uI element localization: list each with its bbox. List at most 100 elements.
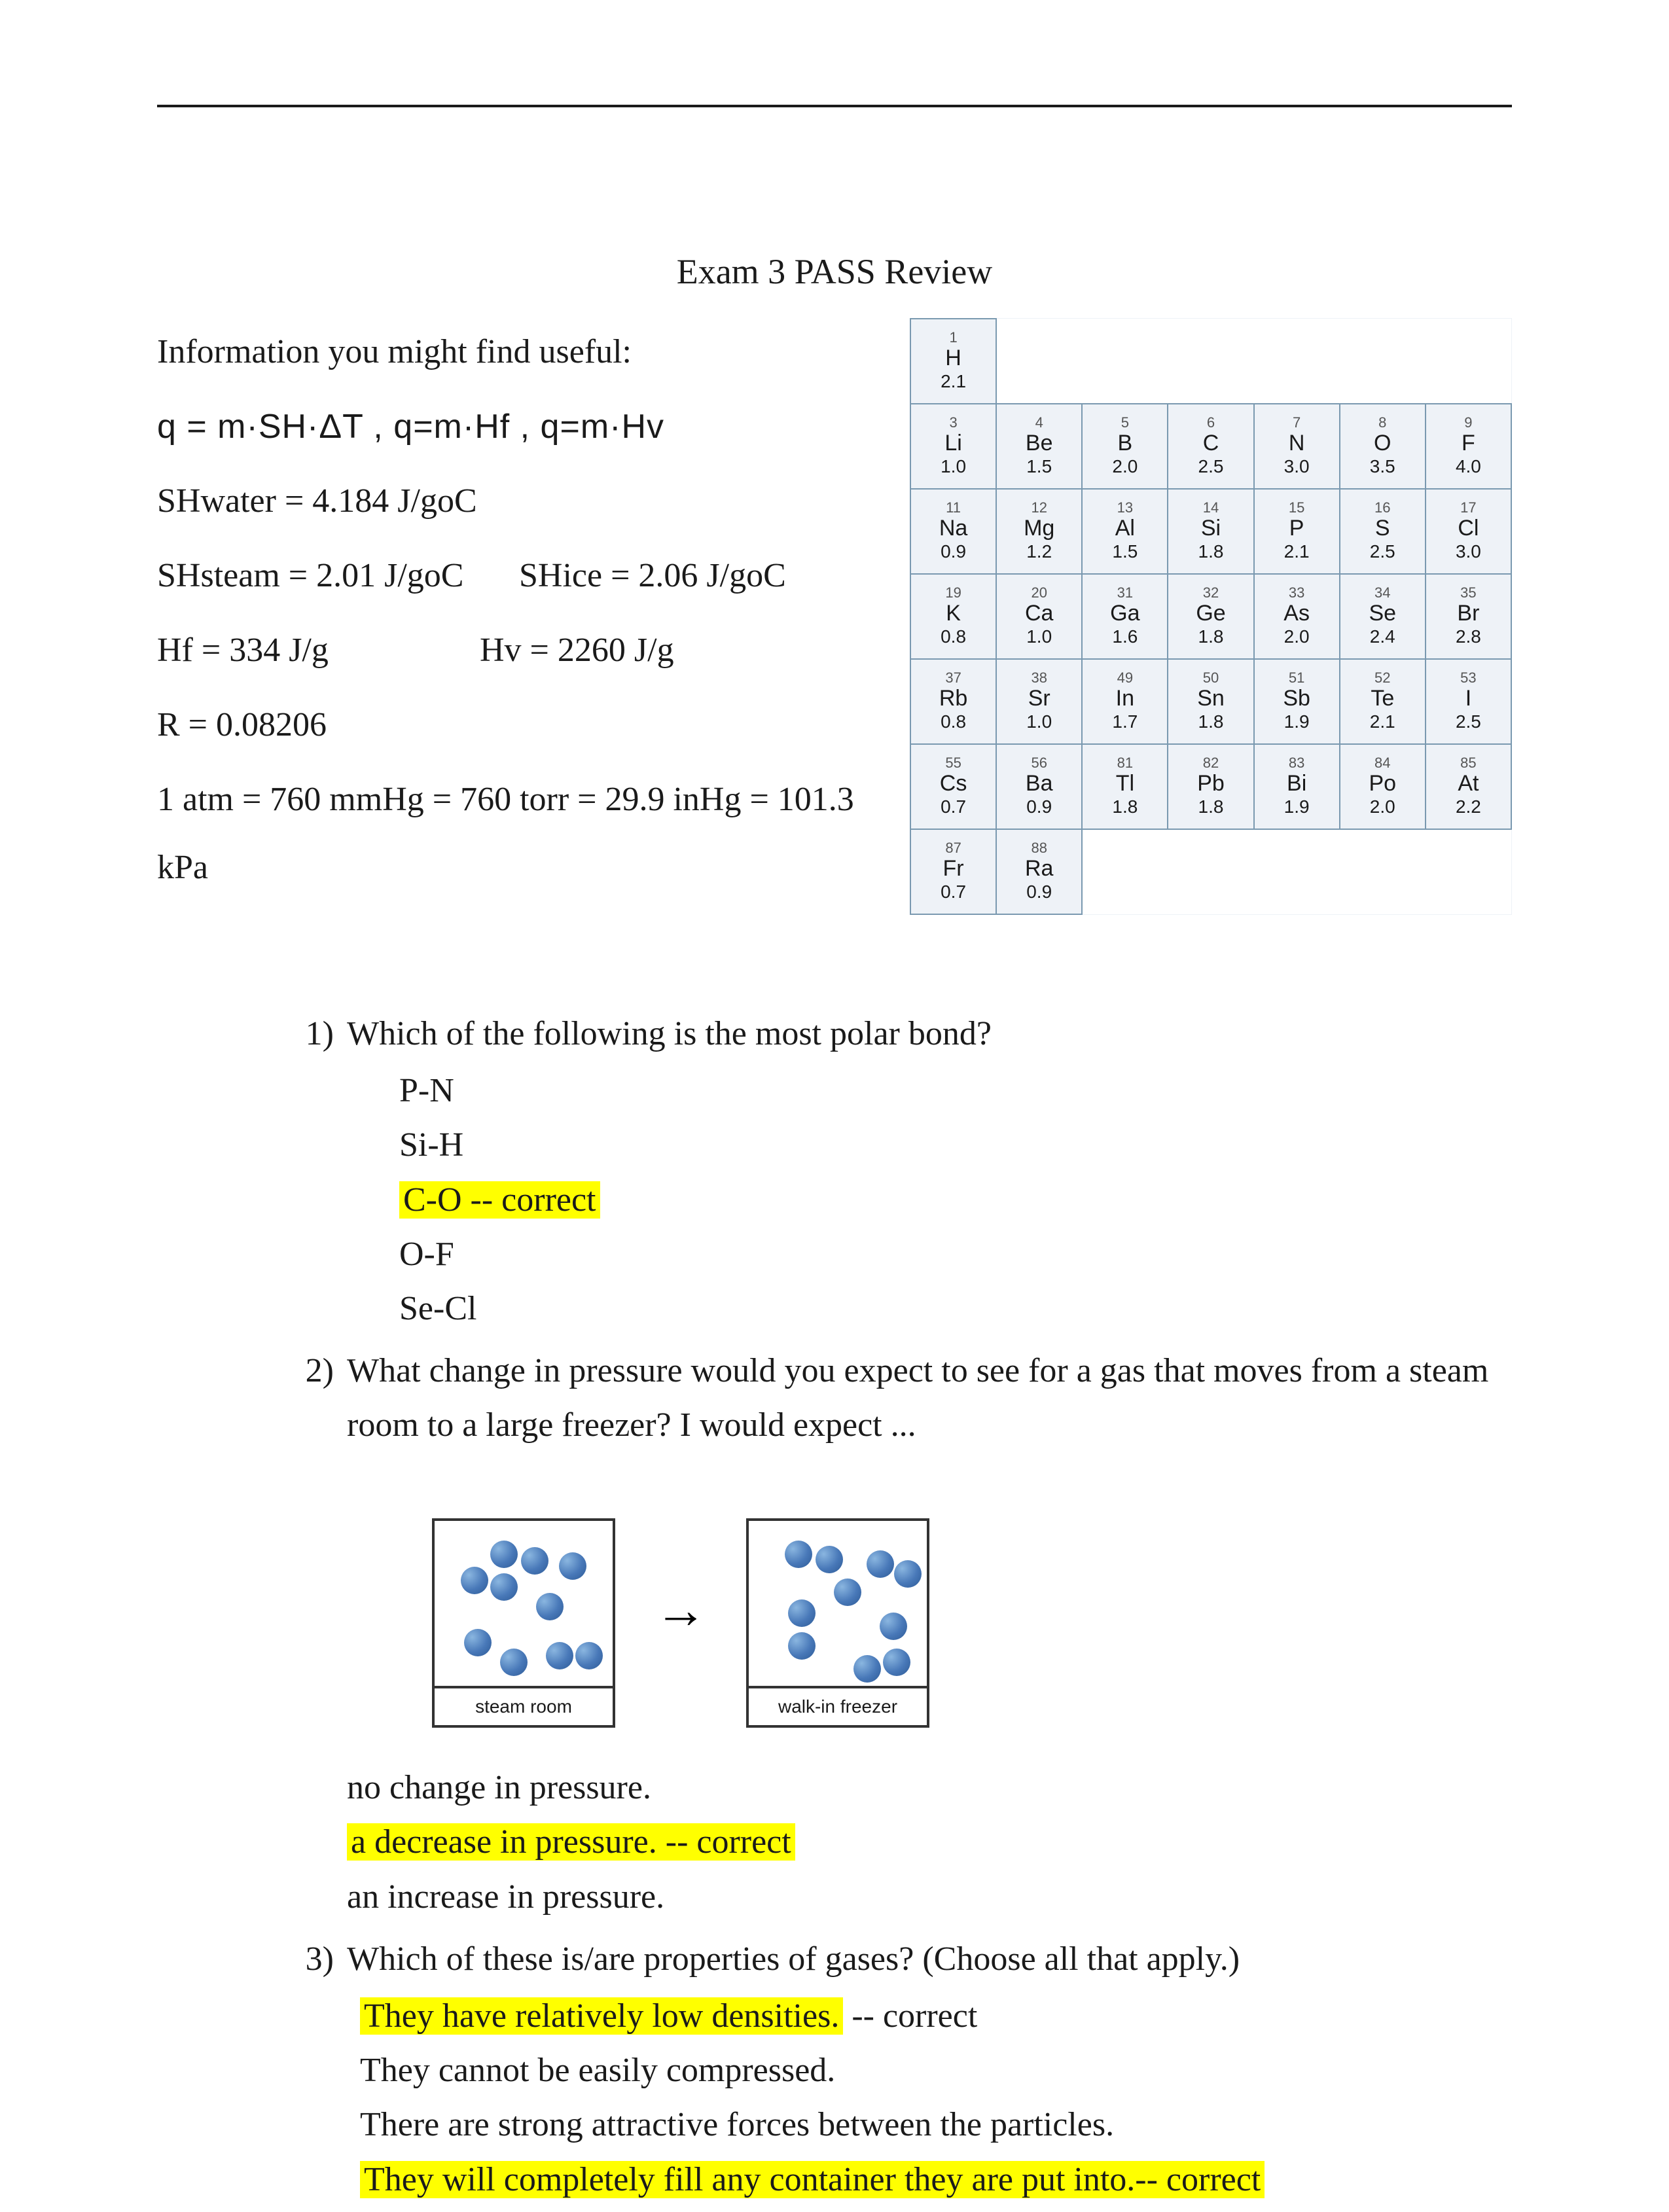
gas-box-right-unit: walk-in freezer xyxy=(746,1518,929,1728)
pt-cell: 82Pb1.8 xyxy=(1168,744,1253,829)
info-hf: Hf = 334 J/g xyxy=(157,616,471,685)
pt-cell: 16S2.5 xyxy=(1340,489,1426,574)
q3-text: Which of these is/are properties of gase… xyxy=(347,1940,1240,1978)
arrow-icon: → xyxy=(641,1568,720,1678)
gas-label-freezer: walk-in freezer xyxy=(746,1688,929,1728)
q1-number: 1) xyxy=(288,1007,347,1341)
gas-box-steam xyxy=(432,1518,615,1688)
info-conversions: 1 atm = 760 mmHg = 760 torr = 29.9 inHg … xyxy=(157,766,870,902)
pt-cell xyxy=(1168,319,1253,404)
q2-diagram: steam room → walk-in freezer xyxy=(432,1518,1512,1728)
info-block: Information you might find useful: q = m… xyxy=(157,318,1512,915)
pt-cell: 85At2.2 xyxy=(1426,744,1511,829)
question-2: 2) What change in pressure would you exp… xyxy=(288,1344,1512,1929)
gas-particle-icon xyxy=(546,1642,573,1669)
pt-cell xyxy=(1082,829,1168,914)
pt-cell xyxy=(1340,829,1426,914)
info-sh-line: SHsteam = 2.01 J/goC SHice = 2.06 J/goC xyxy=(157,542,870,610)
gas-particle-icon xyxy=(788,1599,816,1627)
gas-particle-icon xyxy=(559,1552,586,1580)
gas-particle-icon xyxy=(867,1550,894,1578)
q3-body: Which of these is/are properties of gase… xyxy=(347,1932,1512,2212)
q1-option: O-F xyxy=(399,1227,1512,1281)
q3-option: There are strong attractive forces betwe… xyxy=(360,2097,1512,2152)
pt-cell xyxy=(1254,829,1340,914)
pt-cell: 9F4.0 xyxy=(1426,404,1511,489)
pt-cell: 14Si1.8 xyxy=(1168,489,1253,574)
pt-cell: 33As2.0 xyxy=(1254,574,1340,659)
info-r: R = 0.08206 xyxy=(157,691,870,759)
info-hv: Hv = 2260 J/g xyxy=(480,632,674,669)
pt-cell: 1H2.1 xyxy=(910,319,996,404)
questions: 1) Which of the following is the most po… xyxy=(157,1007,1512,2212)
pt-cell: 35Br2.8 xyxy=(1426,574,1511,659)
pt-cell: 38Sr1.0 xyxy=(996,659,1082,744)
gas-particle-icon xyxy=(464,1629,492,1656)
pt-cell: 87Fr0.7 xyxy=(910,829,996,914)
q1-body: Which of the following is the most polar… xyxy=(347,1007,1512,1341)
pt-cell: 81Tl1.8 xyxy=(1082,744,1168,829)
pt-cell: 6C2.5 xyxy=(1168,404,1253,489)
pt-cell: 20Ca1.0 xyxy=(996,574,1082,659)
q2-body: What change in pressure would you expect… xyxy=(347,1344,1512,1929)
pt-cell: 8O3.5 xyxy=(1340,404,1426,489)
pt-cell: 17Cl3.0 xyxy=(1426,489,1511,574)
q2-option: no change in pressure. xyxy=(347,1760,1512,1815)
pt-cell: 49In1.7 xyxy=(1082,659,1168,744)
pt-cell: 52Te2.1 xyxy=(1340,659,1426,744)
q2-text: What change in pressure would you expect… xyxy=(347,1352,1488,1444)
q2-option: a decrease in pressure. -- correct xyxy=(347,1815,1512,1869)
info-intro: Information you might find useful: xyxy=(157,318,870,386)
pt-cell xyxy=(1254,319,1340,404)
pt-cell: 83Bi1.9 xyxy=(1254,744,1340,829)
q2-option: an increase in pressure. xyxy=(347,1870,1512,1924)
pt-cell: 56Ba0.9 xyxy=(996,744,1082,829)
gas-particle-icon xyxy=(816,1546,843,1573)
info-text: Information you might find useful: q = m… xyxy=(157,318,870,908)
info-shwater: SHwater = 4.184 J/goC xyxy=(157,467,870,535)
pt-cell: 88Ra0.9 xyxy=(996,829,1082,914)
pt-cell: 34Se2.4 xyxy=(1340,574,1426,659)
q1-option: C-O -- correct xyxy=(399,1173,1512,1227)
pt-cell: 13Al1.5 xyxy=(1082,489,1168,574)
pt-cell: 51Sb1.9 xyxy=(1254,659,1340,744)
pt-cell: 32Ge1.8 xyxy=(1168,574,1253,659)
gas-particle-icon xyxy=(490,1541,518,1568)
gas-box-freezer xyxy=(746,1518,929,1688)
q3-option: They have relatively low densities. -- c… xyxy=(360,1989,1512,2043)
q2-number: 2) xyxy=(288,1344,347,1929)
info-h-line: Hf = 334 J/g Hv = 2260 J/g xyxy=(157,616,870,685)
document-page: Exam 3 PASS Review Information you might… xyxy=(0,0,1669,2160)
pt-cell: 31Ga1.6 xyxy=(1082,574,1168,659)
gas-particle-icon xyxy=(461,1567,488,1594)
electronegativity-table: 1H2.13Li1.04Be1.55B2.06C2.57N3.08O3.59F4… xyxy=(910,318,1512,915)
pt-cell xyxy=(1168,829,1253,914)
gas-particle-icon xyxy=(785,1541,812,1568)
q3-option: They will completely fill any container … xyxy=(360,2152,1512,2207)
info-formula: q = m·SH·ΔT , q=m·Hf , q=m·Hv xyxy=(157,393,870,461)
pt-cell: 55Cs0.7 xyxy=(910,744,996,829)
gas-particle-icon xyxy=(853,1655,881,1683)
pt-cell: 7N3.0 xyxy=(1254,404,1340,489)
periodic-table: 1H2.13Li1.04Be1.55B2.06C2.57N3.08O3.59F4… xyxy=(910,318,1512,915)
pt-cell: 19K0.8 xyxy=(910,574,996,659)
pt-cell: 84Po2.0 xyxy=(1340,744,1426,829)
gas-particle-icon xyxy=(521,1547,548,1575)
pt-cell xyxy=(1426,829,1511,914)
question-3: 3) Which of these is/are properties of g… xyxy=(288,1932,1512,2212)
q3-number: 3) xyxy=(288,1932,347,2212)
pt-cell: 3Li1.0 xyxy=(910,404,996,489)
header-rule xyxy=(157,105,1512,107)
gas-particle-icon xyxy=(880,1613,907,1640)
q1-option: P-N xyxy=(399,1063,1512,1118)
gas-particle-icon xyxy=(490,1573,518,1601)
gas-particle-icon xyxy=(883,1649,910,1676)
page-title: Exam 3 PASS Review xyxy=(157,251,1512,292)
q3-option: They cannot be easily compressed. xyxy=(360,2043,1512,2097)
gas-particle-icon xyxy=(788,1632,816,1660)
q1-text: Which of the following is the most polar… xyxy=(347,1015,992,1052)
q3-options: They have relatively low densities. -- c… xyxy=(360,1989,1512,2207)
pt-cell xyxy=(996,319,1082,404)
q1-option: Si-H xyxy=(399,1118,1512,1172)
pt-cell: 5B2.0 xyxy=(1082,404,1168,489)
